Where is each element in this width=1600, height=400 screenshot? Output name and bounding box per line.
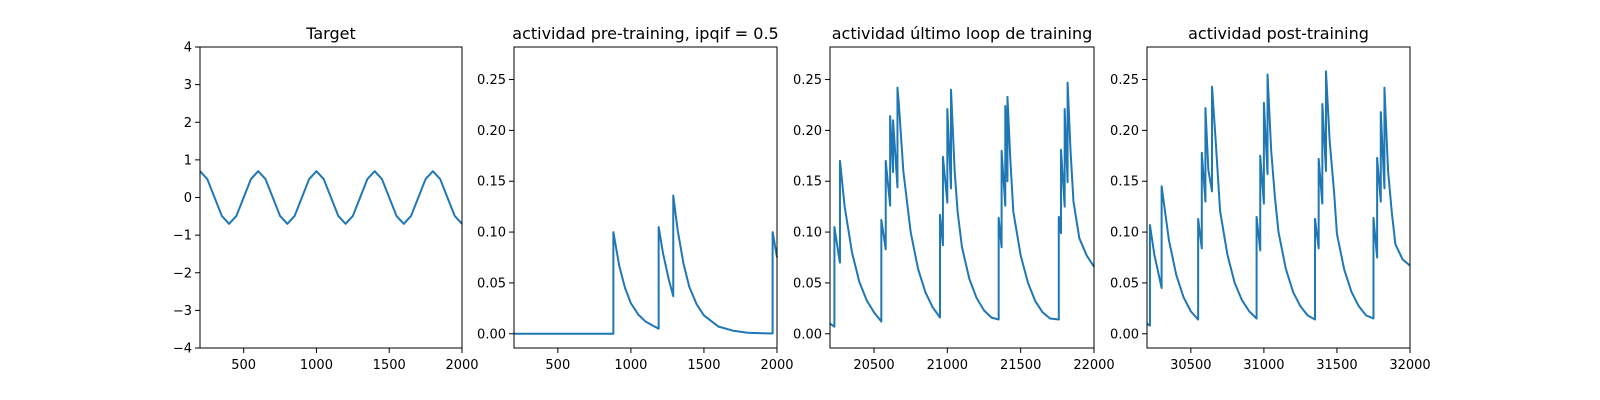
y-tick-label: 0.05 xyxy=(1110,276,1139,291)
axes-frame xyxy=(829,46,1095,349)
series-line xyxy=(829,81,1095,328)
y-tick-label: −4 xyxy=(173,342,192,357)
series-line xyxy=(514,194,778,335)
x-tick-label: 31500 xyxy=(1316,358,1357,373)
x-tick-label: 20500 xyxy=(853,358,894,373)
axes-frame xyxy=(513,46,778,349)
x-tick-label: 1500 xyxy=(373,358,406,373)
series-line xyxy=(1146,70,1411,327)
x-tick-label: 500 xyxy=(545,358,570,373)
y-tick-label: 0.00 xyxy=(793,327,822,342)
x-tick-label: 21000 xyxy=(927,358,968,373)
y-tick-label: 1 xyxy=(184,153,192,168)
x-tick-label: 1000 xyxy=(300,358,333,373)
y-tick-label: 0.15 xyxy=(793,175,822,190)
y-tick-label: 0 xyxy=(184,191,192,206)
y-tick-label: 0.20 xyxy=(477,124,506,139)
y-tick-label: 0.00 xyxy=(477,327,506,342)
chart-panel-2: 500 1000 1500 2000 0.00 0.05 0.10 0.15 0.20 0.25 a… xyxy=(477,24,794,373)
x-tick-label: 2000 xyxy=(760,358,793,373)
y-tick-label: −2 xyxy=(173,266,192,281)
y-tick-label: 0.10 xyxy=(1110,226,1139,241)
y-tick-label: −1 xyxy=(173,229,192,244)
y-tick-label: 3 xyxy=(184,78,192,93)
x-tick-label: 32000 xyxy=(1389,358,1430,373)
chart-title: actividad último loop de training xyxy=(832,24,1093,43)
y-tick-label: 0.15 xyxy=(477,175,506,190)
chart-title: actividad pre-training, ipqif = 0.5 xyxy=(512,24,778,43)
y-tick-label: −3 xyxy=(173,304,192,319)
y-tick-label: 0.05 xyxy=(793,276,822,291)
x-tick-label: 500 xyxy=(231,358,256,373)
axes-frame xyxy=(1146,46,1411,349)
y-tick-label: 0.10 xyxy=(477,226,506,241)
chart-title: actividad post-training xyxy=(1188,24,1369,43)
y-tick-label: 0.05 xyxy=(477,276,506,291)
y-tick-label: 0.20 xyxy=(793,124,822,139)
x-tick-label: 1500 xyxy=(687,358,720,373)
x-tick-label: 22000 xyxy=(1073,358,1114,373)
x-tick-label: 1000 xyxy=(614,358,647,373)
x-tick-label: 21500 xyxy=(1000,358,1041,373)
y-tick-label: 0.00 xyxy=(1110,327,1139,342)
y-tick-label: 0.15 xyxy=(1110,175,1139,190)
y-tick-label: 0.25 xyxy=(1110,73,1139,88)
chart-panel-1: 500 1000 1500 2000 −4 −3 −2 −1 0 1 2 3 4 Target xyxy=(173,24,479,373)
x-tick-label: 31000 xyxy=(1243,358,1284,373)
y-tick-label: 0.10 xyxy=(793,226,822,241)
x-tick-label: 30500 xyxy=(1170,358,1211,373)
y-tick-label: 0.25 xyxy=(793,73,822,88)
y-tick-label: 0.20 xyxy=(1110,124,1139,139)
series-line xyxy=(199,170,463,225)
x-tick-label: 2000 xyxy=(445,358,478,373)
y-tick-label: 4 xyxy=(184,41,192,56)
y-tick-label: 0.25 xyxy=(477,73,506,88)
y-tick-label: 2 xyxy=(184,116,192,131)
chart-panel-3: 20500 21000 21500 22000 0.00 0.05 0.10 0.15 0.20… xyxy=(793,24,1115,373)
chart-panel-4: 30500 31000 31500 32000 0.00 0.05 0.10 0.15 0.20… xyxy=(1110,24,1431,373)
chart-title: Target xyxy=(305,24,356,43)
